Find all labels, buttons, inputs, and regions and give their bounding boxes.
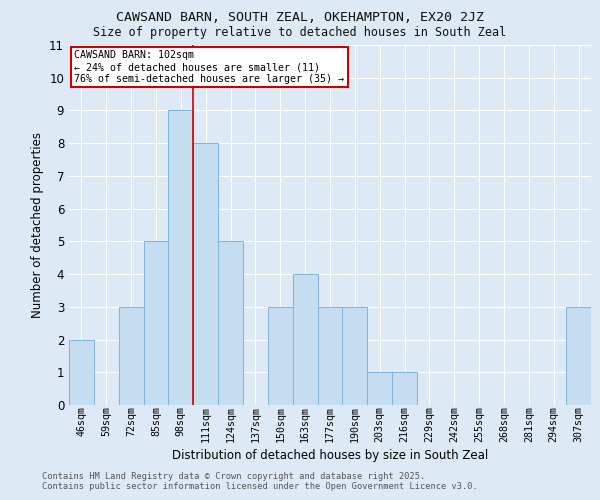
Text: Contains public sector information licensed under the Open Government Licence v3: Contains public sector information licen… [42,482,478,491]
Bar [69,340,94,405]
Bar [566,307,591,405]
Bar [218,242,243,405]
Bar [268,307,293,405]
Y-axis label: Number of detached properties: Number of detached properties [31,132,44,318]
Bar [169,110,193,405]
Text: CAWSAND BARN, SOUTH ZEAL, OKEHAMPTON, EX20 2JZ: CAWSAND BARN, SOUTH ZEAL, OKEHAMPTON, EX… [116,11,484,24]
Text: Size of property relative to detached houses in South Zeal: Size of property relative to detached ho… [94,26,506,39]
Text: CAWSAND BARN: 102sqm
← 24% of detached houses are smaller (11)
76% of semi-detac: CAWSAND BARN: 102sqm ← 24% of detached h… [74,50,344,84]
Bar [392,372,417,405]
Text: Contains HM Land Registry data © Crown copyright and database right 2025.: Contains HM Land Registry data © Crown c… [42,472,425,481]
Bar [293,274,317,405]
Bar [367,372,392,405]
Bar [119,307,143,405]
Bar [317,307,343,405]
X-axis label: Distribution of detached houses by size in South Zeal: Distribution of detached houses by size … [172,450,488,462]
Bar [143,242,169,405]
Bar [343,307,367,405]
Bar [193,143,218,405]
